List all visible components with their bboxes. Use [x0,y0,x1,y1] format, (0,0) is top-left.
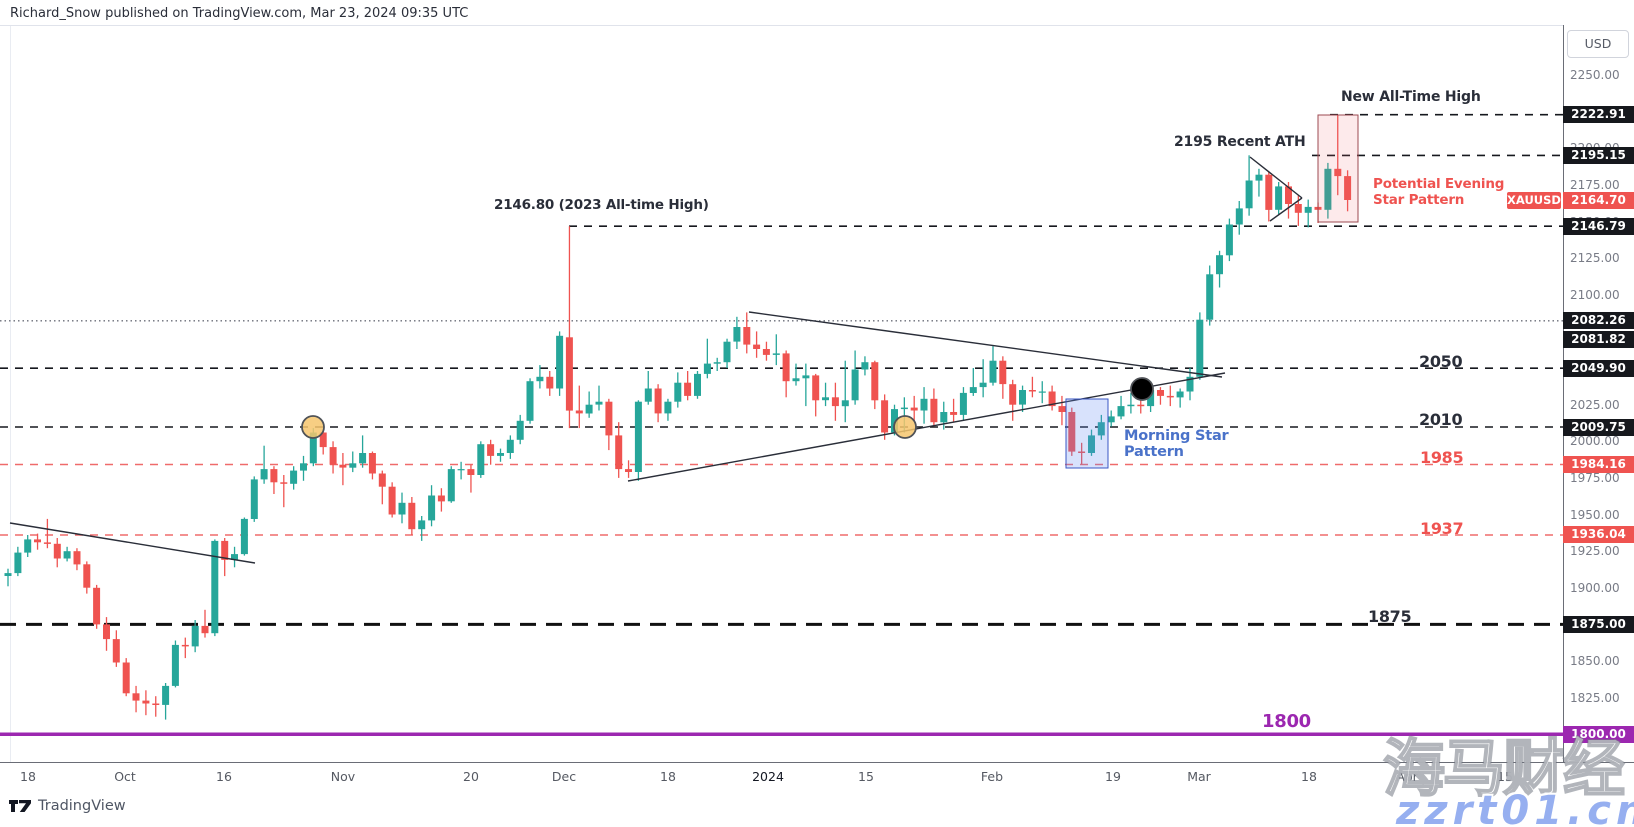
annotation-morning-star-line1: Morning Star [1124,428,1229,444]
date-tick: 18 [20,769,36,784]
price-badge: 2195.15 [1563,147,1634,164]
horizontal-level-lines [0,113,1563,737]
annotation-evening-star-line2: Star Pattern [1373,191,1465,208]
date-tick: 16 [216,769,232,784]
date-tick: 2024 [752,769,784,784]
level-label: 2010 [1419,410,1463,429]
price-tick: 2000.00 [1570,434,1620,448]
date-tick: Mar [1187,769,1211,784]
price-badge: 2049.90 [1563,360,1634,377]
annotation-new-ath: New All-Time High [1341,89,1481,105]
annotation-morning-star-line2: Pattern [1124,444,1184,460]
date-tick: 18 [660,769,676,784]
price-tick: 2100.00 [1570,288,1620,302]
symbol-badge: XAUUSD [1507,192,1561,209]
price-badge: 2222.91 [1563,106,1634,123]
date-tick: Dec [551,769,577,784]
price-badge: 1984.16 [1563,456,1634,473]
price-tick: 1975.00 [1570,471,1620,485]
price-badge: 2082.26 [1563,312,1634,329]
time-axis-border [0,762,1634,763]
tradingview-logo-icon [9,800,31,812]
price-badge: 2081.82 [1563,331,1634,348]
price-tick: 2125.00 [1570,251,1620,265]
price-tick: 1900.00 [1570,581,1620,595]
date-tick: Oct [114,769,136,784]
watermark-chinese: 海马财经 [1382,731,1626,806]
level-label: 1985 [1420,448,1464,467]
date-tick: Apr [1396,769,1418,784]
chart-top-border [0,25,1634,26]
touchpoint-circle [301,415,325,439]
date-tick: 15 [1497,769,1513,784]
level-label: 1800 [1262,711,1311,732]
annotation-recent-ath: 2195 Recent ATH [1174,134,1306,150]
date-tick: 18 [1301,769,1317,784]
price-tick: 1925.00 [1570,544,1620,558]
price-badge: 1875.00 [1563,616,1634,633]
price-axis[interactable] [1563,25,1634,762]
price-badge: 1936.04 [1563,526,1634,543]
price-badge: 2164.70 [1563,192,1634,209]
price-tick: 1825.00 [1570,691,1620,705]
touchpoint-circle [1130,377,1154,401]
price-badge: 1800.00 [1563,726,1634,743]
annotation-morning-star: Morning Star Pattern [1124,428,1229,460]
annotation-evening-star-line1: Potential Evening [1373,176,1505,192]
publish-header: Richard_Snow published on TradingView.co… [10,6,469,21]
date-tick: Feb [980,769,1004,784]
price-badge: 2009.75 [1563,419,1634,436]
level-label: 2050 [1419,352,1463,371]
touchpoint-circle [893,415,917,439]
price-tick: 2250.00 [1570,68,1620,82]
currency-toggle-button[interactable]: USD [1567,30,1629,58]
price-badge: 2146.79 [1563,218,1634,235]
price-tick: 2175.00 [1570,178,1620,192]
chart-left-border [10,25,11,762]
watermark-url: zzrt01.cn [1396,788,1634,827]
pattern-highlight-box [1317,114,1359,223]
date-tick: Nov [330,769,356,784]
annotation-evening-star: Potential Evening Star Pattern [1373,176,1505,208]
price-tick: 1950.00 [1570,508,1620,522]
date-tick: 15 [858,769,874,784]
annotation-2023-ath: 2146.80 (2023 All-time High) [494,197,709,213]
date-tick: 20 [463,769,479,784]
level-label: 1937 [1420,519,1464,538]
tradingview-logo[interactable]: TradingView [8,798,126,814]
price-tick: 1850.00 [1570,654,1620,668]
candlestick-series[interactable] [4,114,1352,720]
level-label: 1875 [1368,607,1412,626]
date-tick: 19 [1105,769,1121,784]
trendlines [9,156,1303,564]
pattern-highlight-box [1065,398,1109,469]
tradingview-logo-text: TradingView [38,798,126,814]
price-tick: 2025.00 [1570,398,1620,412]
